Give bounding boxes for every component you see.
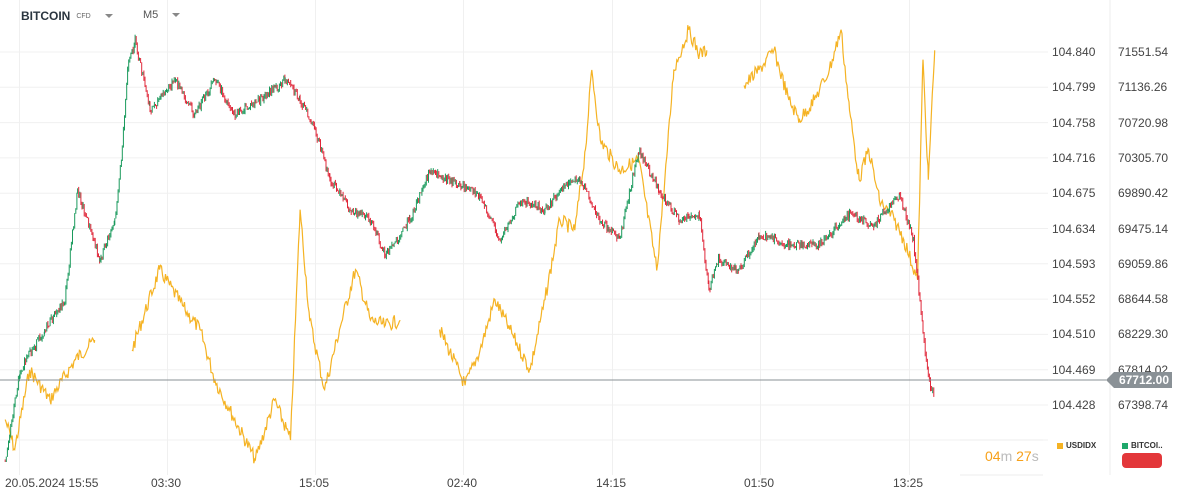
bitcoin-axis-label: 70720.98	[1118, 115, 1169, 130]
usdidx-axis-label: 104.428	[1052, 398, 1096, 412]
grid	[0, 0, 1048, 475]
chevron-down-icon	[172, 13, 181, 17]
symbol-name: BITCOIN	[21, 9, 71, 23]
timer-minutes-unit: m	[1000, 448, 1013, 464]
bitcoin-axis-label: 70305.70	[1118, 150, 1169, 165]
usdidx-line-segment	[743, 29, 936, 280]
x-axis-label: 13:25	[893, 476, 924, 490]
bitcoin-axis-label: 68644.58	[1118, 292, 1169, 307]
usdidx-axis-label: 104.840	[1052, 45, 1096, 59]
timer-seconds-unit: s	[1031, 448, 1039, 464]
symbol-type: CFD	[76, 12, 91, 20]
usdidx-axis-label: 104.716	[1052, 150, 1096, 165]
legend-item-usdidx[interactable]: USDIDX	[1057, 441, 1096, 450]
x-axis-label: 02:40	[447, 476, 478, 490]
x-axis-label: 14:15	[596, 476, 627, 490]
timeframe-label: M5	[143, 9, 159, 21]
usdidx-line-segment	[131, 209, 401, 464]
x-axis-label: 01:50	[744, 476, 775, 490]
usdidx-axis-label: 104.799	[1052, 80, 1096, 95]
bitcoin-axis-label: 69059.86	[1118, 256, 1169, 271]
legend-label: BITCOI..	[1131, 441, 1163, 450]
timer-seconds: 27	[1016, 448, 1032, 464]
usdidx-axis-label: 104.510	[1052, 327, 1096, 342]
bitcoin-axis-label: 69475.14	[1118, 221, 1169, 236]
bitcoin-axis-label: 67398.74	[1118, 398, 1169, 412]
bitcoin-axis-label: 69890.42	[1118, 186, 1169, 201]
usdidx-axis-label: 104.552	[1052, 292, 1096, 307]
bitcoin-axis-label: 71551.54	[1118, 45, 1169, 59]
x-axis-label: 03:30	[151, 476, 182, 490]
usdidx-axis-label: 104.634	[1052, 221, 1096, 236]
legend-item-bitcoin[interactable]: BITCOI..	[1122, 441, 1163, 450]
bitcoin-axis-label: 71136.26	[1118, 80, 1168, 95]
candle-timer: 04m 27s	[985, 448, 1039, 464]
usdidx-axis-label: 104.758	[1052, 115, 1096, 130]
remove-series-button[interactable]	[1122, 453, 1162, 468]
timeframe-selector[interactable]: M5	[143, 9, 181, 21]
x-axis-label: 15:05	[299, 476, 330, 490]
usdidx-swatch-icon	[1057, 442, 1063, 449]
timer-minutes: 04	[985, 448, 1001, 464]
legend-label: USDIDX	[1066, 441, 1097, 450]
current-price-tag: 67712.00	[1106, 372, 1172, 388]
usdidx-axis-label: 104.469	[1052, 362, 1096, 377]
usdidx-line-segment	[4, 336, 96, 452]
bitcoin-axis-label: 68229.30	[1118, 327, 1169, 342]
bitcoin-candles	[4, 34, 935, 462]
usdidx-axis-label: 104.675	[1052, 186, 1096, 201]
usdidx-series	[4, 25, 936, 464]
x-axis-label: 20.05.2024 15:55	[5, 476, 99, 490]
chevron-down-icon	[104, 14, 113, 18]
symbol-selector[interactable]: BITCOIN CFD	[21, 9, 113, 23]
usdidx-axis-label: 104.593	[1052, 256, 1096, 271]
bitcoin-swatch-icon	[1122, 442, 1128, 449]
